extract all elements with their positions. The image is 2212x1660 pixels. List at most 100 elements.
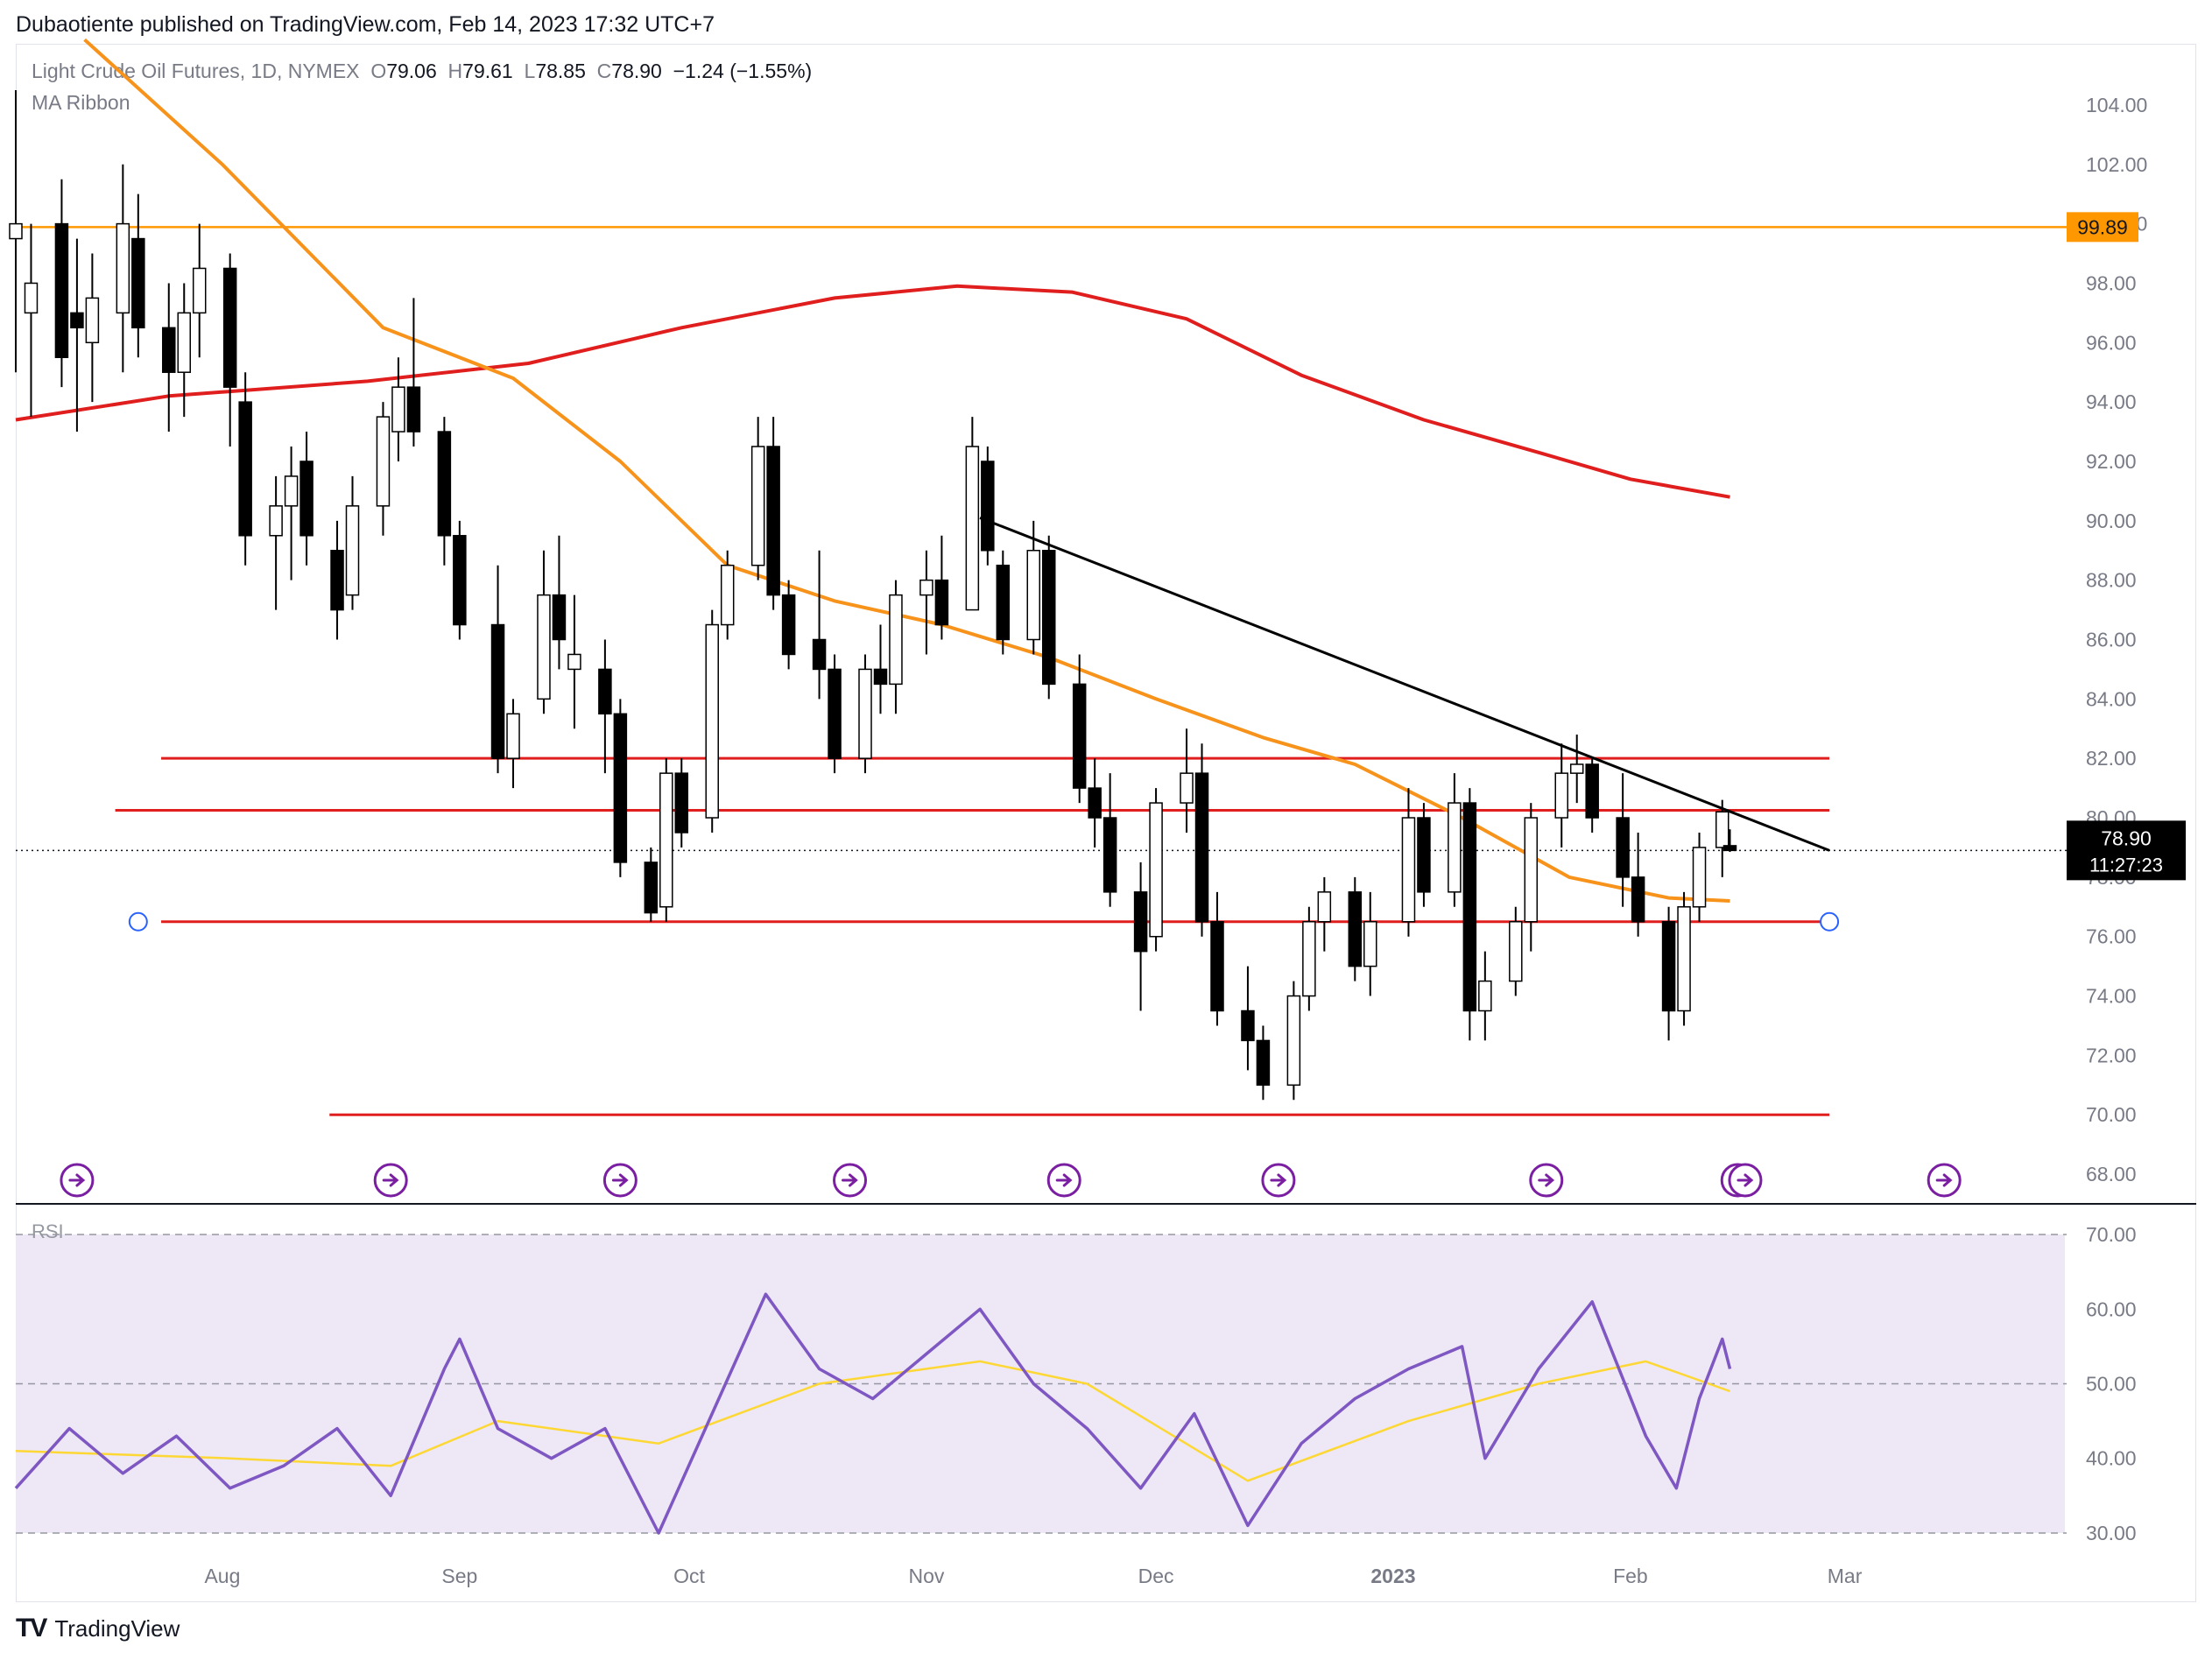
candle-body[interactable] — [934, 579, 949, 626]
candle-body[interactable] — [1072, 683, 1087, 789]
candle-body[interactable] — [644, 862, 659, 914]
candle-body[interactable] — [453, 535, 467, 626]
candle-body[interactable] — [750, 446, 765, 566]
candle-body[interactable] — [781, 594, 796, 656]
candle-body[interactable] — [858, 668, 872, 759]
candle-body[interactable] — [598, 668, 612, 715]
event-icon[interactable] — [602, 1163, 638, 1198]
event-icon[interactable] — [60, 1163, 95, 1198]
event-icon[interactable] — [1728, 1163, 1763, 1198]
candle-body[interactable] — [1677, 906, 1691, 1012]
candle-body[interactable] — [1722, 845, 1737, 852]
candle-body[interactable] — [812, 638, 827, 671]
candle-body[interactable] — [1194, 772, 1209, 923]
candle-body[interactable] — [376, 416, 391, 507]
candle-body[interactable] — [238, 401, 252, 537]
line-handle[interactable] — [128, 911, 148, 932]
line-handle[interactable] — [1820, 911, 1840, 932]
event-icon[interactable] — [373, 1163, 408, 1198]
candle-body[interactable] — [1417, 817, 1431, 893]
candle-body[interactable] — [116, 222, 130, 314]
candle-body[interactable] — [1554, 772, 1568, 819]
candle-body[interactable] — [965, 446, 980, 611]
candle-body[interactable] — [919, 579, 933, 596]
candle-body[interactable] — [70, 312, 84, 329]
candle-body[interactable] — [85, 297, 100, 344]
candle-body[interactable] — [674, 772, 689, 834]
ma-fast-line[interactable] — [83, 38, 1730, 903]
symbol-name[interactable]: Light Crude Oil Futures, 1D, NYMEX — [32, 60, 360, 82]
candle-body[interactable] — [1041, 549, 1056, 686]
event-icon[interactable] — [1261, 1163, 1296, 1198]
candle-body[interactable] — [1149, 802, 1163, 938]
candle-body[interactable] — [490, 623, 505, 759]
candle-body[interactable] — [54, 222, 69, 358]
candle-body[interactable] — [1569, 763, 1584, 774]
candle-body[interactable] — [873, 668, 888, 686]
candle-body[interactable] — [391, 386, 405, 433]
candle-body[interactable] — [889, 594, 903, 686]
event-icon[interactable] — [833, 1163, 868, 1198]
candle-body[interactable] — [345, 505, 360, 596]
candle-body[interactable] — [192, 267, 207, 314]
candle-body[interactable] — [552, 594, 567, 641]
candle-body[interactable] — [981, 461, 995, 552]
rsi-ma-line[interactable] — [15, 1360, 1730, 1482]
candle-body[interactable] — [1241, 1009, 1255, 1042]
candle-body[interactable] — [1286, 995, 1301, 1087]
candle-body[interactable] — [1026, 549, 1041, 641]
candle-body[interactable] — [1462, 802, 1477, 1012]
candle-body[interactable] — [567, 653, 581, 671]
candle-body[interactable] — [537, 594, 551, 700]
candle-body[interactable] — [720, 564, 735, 626]
candle-body[interactable] — [131, 237, 145, 329]
candle-body[interactable] — [406, 386, 421, 433]
candle-body[interactable] — [1448, 802, 1462, 893]
candle-body[interactable] — [222, 267, 237, 388]
candle-body[interactable] — [1256, 1039, 1271, 1087]
candle-body[interactable] — [269, 505, 283, 537]
candle-body[interactable] — [177, 312, 192, 373]
candle-body[interactable] — [506, 713, 520, 759]
rsi-line[interactable] — [14, 1292, 1732, 1535]
candle-body[interactable] — [1133, 891, 1148, 953]
candle-body[interactable] — [330, 549, 344, 611]
candle-body[interactable] — [1616, 817, 1630, 878]
candle-body[interactable] — [1478, 980, 1492, 1012]
candle-body[interactable] — [1585, 763, 1599, 819]
event-icon[interactable] — [1046, 1163, 1081, 1198]
candle-body[interactable] — [1524, 817, 1539, 923]
candle-body[interactable] — [437, 431, 452, 537]
candle-body[interactable] — [613, 713, 628, 863]
candle-body[interactable] — [24, 282, 39, 314]
candle-body[interactable] — [284, 475, 299, 507]
ma-slow-line[interactable] — [15, 284, 1730, 499]
candle-body[interactable] — [828, 668, 842, 759]
candle-body[interactable] — [1692, 847, 1707, 908]
candle-body[interactable] — [1088, 787, 1102, 819]
candle-body[interactable] — [1302, 921, 1316, 997]
event-icon[interactable] — [1927, 1163, 1962, 1198]
candle-body[interactable] — [1102, 817, 1117, 893]
trendline[interactable] — [979, 517, 1830, 852]
candle-body[interactable] — [996, 564, 1011, 641]
candle-body[interactable] — [1210, 921, 1224, 1012]
indicator-legend[interactable]: MA Ribbon — [32, 91, 130, 114]
candle-body[interactable] — [659, 772, 673, 908]
candle-body[interactable] — [1348, 891, 1363, 967]
candle-body[interactable] — [1509, 921, 1523, 982]
candle-body[interactable] — [1401, 817, 1416, 923]
candle-body[interactable] — [299, 461, 313, 537]
candle-body[interactable] — [1631, 876, 1645, 923]
candle-body[interactable] — [1661, 921, 1676, 1012]
candle-body[interactable] — [1180, 772, 1194, 804]
event-icon[interactable] — [1529, 1163, 1564, 1198]
candle-body[interactable] — [1715, 811, 1729, 848]
candle-body[interactable] — [162, 327, 176, 373]
candle-body[interactable] — [9, 222, 23, 240]
candle-body[interactable] — [705, 623, 719, 819]
candle-body[interactable] — [766, 446, 780, 596]
candle-body[interactable] — [1363, 921, 1377, 967]
candle-body[interactable] — [1317, 891, 1332, 923]
